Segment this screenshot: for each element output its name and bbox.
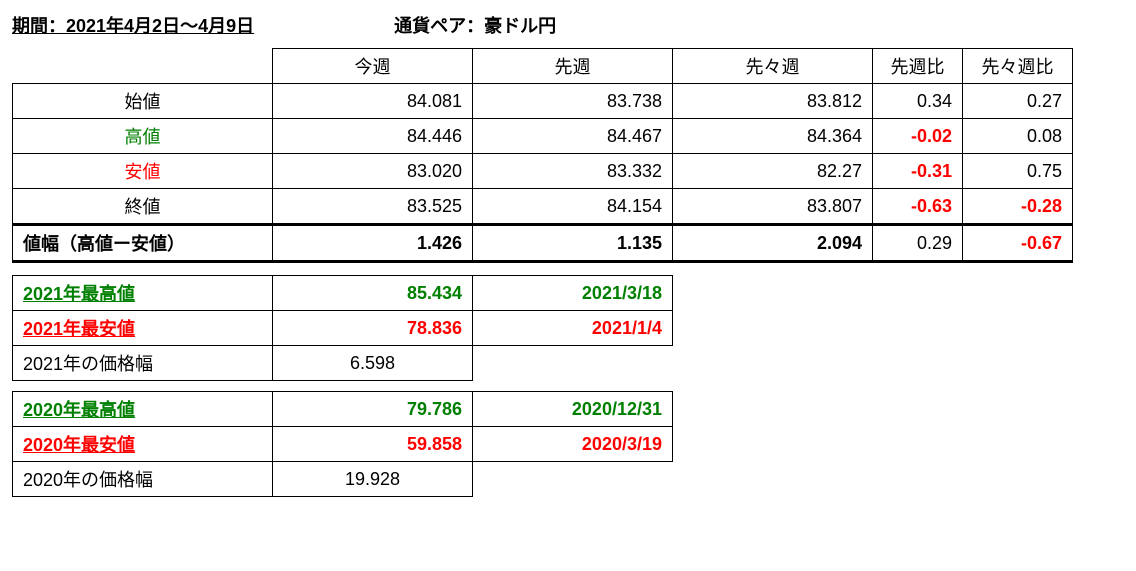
close-w1: 83.525 <box>273 189 473 225</box>
low-w2: 83.332 <box>473 154 673 189</box>
open-d2: 0.27 <box>963 84 1073 119</box>
col-last-week: 先週 <box>473 49 673 84</box>
low-d1: -0.31 <box>873 154 963 189</box>
row-2020-low: 2020年最安値 59.858 2020/3/19 <box>13 427 673 462</box>
open-w3: 83.812 <box>673 84 873 119</box>
val-2020-high: 79.786 <box>273 392 473 427</box>
date-2020-high: 2020/12/31 <box>473 392 673 427</box>
open-d1: 0.34 <box>873 84 963 119</box>
low-d2: 0.75 <box>963 154 1073 189</box>
year-2021-table: 2021年最高値 85.434 2021/3/18 2021年最安値 78.83… <box>12 275 673 381</box>
date-2020-low: 2020/3/19 <box>473 427 673 462</box>
open-w2: 83.738 <box>473 84 673 119</box>
val-2020-range: 19.928 <box>273 462 473 497</box>
row-2020-range: 2020年の価格幅 19.928 <box>13 462 673 497</box>
high-d1: -0.02 <box>873 119 963 154</box>
val-2021-range: 6.598 <box>273 346 473 381</box>
header-empty <box>13 49 273 84</box>
high-w2: 84.467 <box>473 119 673 154</box>
close-w3: 83.807 <box>673 189 873 225</box>
range-w1: 1.426 <box>273 225 473 262</box>
label-2021-low: 2021年最安値 <box>13 311 273 346</box>
label-low: 安値 <box>13 154 273 189</box>
label-2020-range: 2020年の価格幅 <box>13 462 273 497</box>
range-w3: 2.094 <box>673 225 873 262</box>
date-2021-low: 2021/1/4 <box>473 311 673 346</box>
val-2021-low: 78.836 <box>273 311 473 346</box>
row-2021-low: 2021年最安値 78.836 2021/1/4 <box>13 311 673 346</box>
close-d1: -0.63 <box>873 189 963 225</box>
col-vs-last-week: 先週比 <box>873 49 963 84</box>
close-d2: -0.28 <box>963 189 1073 225</box>
col-two-weeks-ago: 先々週 <box>673 49 873 84</box>
label-high: 高値 <box>13 119 273 154</box>
high-w1: 84.446 <box>273 119 473 154</box>
col-vs-two-weeks-ago: 先々週比 <box>963 49 1073 84</box>
row-range: 値幅（高値ー安値） 1.426 1.135 2.094 0.29 -0.67 <box>13 225 1073 262</box>
val-2021-high: 85.434 <box>273 276 473 311</box>
label-range: 値幅（高値ー安値） <box>13 225 273 262</box>
label-2021-high: 2021年最高値 <box>13 276 273 311</box>
row-2021-high: 2021年最高値 85.434 2021/3/18 <box>13 276 673 311</box>
row-close: 終値 83.525 84.154 83.807 -0.63 -0.28 <box>13 189 1073 225</box>
label-close: 終値 <box>13 189 273 225</box>
row-high: 高値 84.446 84.467 84.364 -0.02 0.08 <box>13 119 1073 154</box>
period-label: 期間：2021年4月2日～4月9日 <box>12 12 254 38</box>
range-d2: -0.67 <box>963 225 1073 262</box>
low-w1: 83.020 <box>273 154 473 189</box>
main-price-table: 今週 先週 先々週 先週比 先々週比 始値 84.081 83.738 83.8… <box>12 48 1073 263</box>
range-d1: 0.29 <box>873 225 963 262</box>
date-2021-high: 2021/3/18 <box>473 276 673 311</box>
row-low: 安値 83.020 83.332 82.27 -0.31 0.75 <box>13 154 1073 189</box>
label-2021-range: 2021年の価格幅 <box>13 346 273 381</box>
label-2020-low: 2020年最安値 <box>13 427 273 462</box>
val-2020-low: 59.858 <box>273 427 473 462</box>
pair-label: 通貨ペア：豪ドル円 <box>394 12 556 38</box>
row-2020-high: 2020年最高値 79.786 2020/12/31 <box>13 392 673 427</box>
open-w1: 84.081 <box>273 84 473 119</box>
header-row: 今週 先週 先々週 先週比 先々週比 <box>13 49 1073 84</box>
close-w2: 84.154 <box>473 189 673 225</box>
col-this-week: 今週 <box>273 49 473 84</box>
low-w3: 82.27 <box>673 154 873 189</box>
label-2020-high: 2020年最高値 <box>13 392 273 427</box>
high-d2: 0.08 <box>963 119 1073 154</box>
label-open: 始値 <box>13 84 273 119</box>
range-w2: 1.135 <box>473 225 673 262</box>
row-open: 始値 84.081 83.738 83.812 0.34 0.27 <box>13 84 1073 119</box>
row-2021-range: 2021年の価格幅 6.598 <box>13 346 673 381</box>
year-2020-table: 2020年最高値 79.786 2020/12/31 2020年最安値 59.8… <box>12 391 673 497</box>
high-w3: 84.364 <box>673 119 873 154</box>
header-line: 期間：2021年4月2日～4月9日 通貨ペア：豪ドル円 <box>12 12 1124 38</box>
